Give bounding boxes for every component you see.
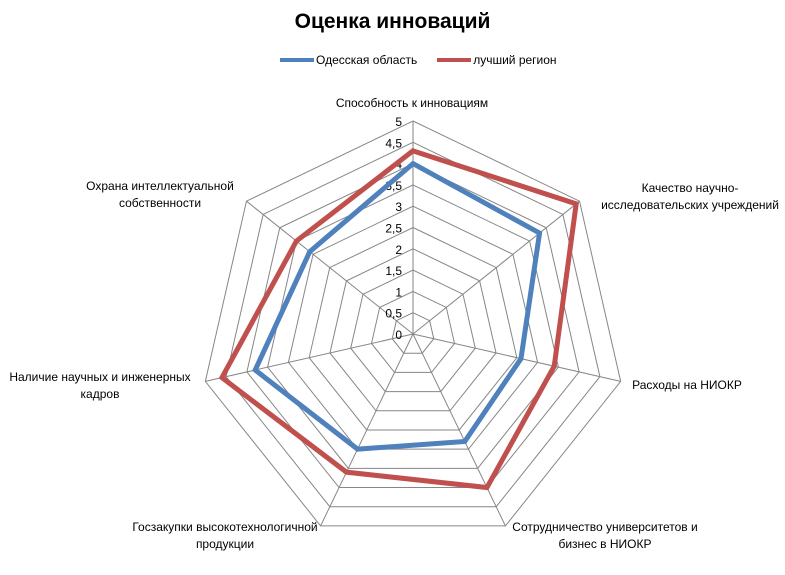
axis-label-3: Сотрудничество университетов и бизнес в Н… (512, 520, 698, 551)
axis-spoke (412, 200, 580, 335)
axis-spoke (412, 333, 506, 527)
tick-label: 4,5 (385, 136, 402, 150)
grid-ring (350, 269, 476, 393)
tick-label: 0 (395, 328, 402, 342)
tick-label: 3 (395, 200, 402, 214)
legend-swatch-best (437, 58, 472, 62)
legend: Одесская область лучший регион (280, 53, 577, 67)
axis-spoke (320, 333, 414, 527)
legend-label-odesa: Одесская область (316, 53, 418, 67)
grid-ring (308, 226, 518, 431)
axis-label-1: Качество научно-исследовательских учрежд… (601, 181, 779, 212)
axis-label-6: Охрана интеллектуальной собственности (86, 179, 234, 210)
tick-label: 1 (395, 285, 402, 299)
axis-spoke (412, 333, 621, 382)
grid-ring (391, 312, 435, 354)
legend-item-odesa: Одесская область (280, 53, 417, 67)
tick-label: 1,5 (385, 264, 402, 278)
legend-item-best: лучший регион (437, 53, 557, 67)
series-line-1 (218, 148, 579, 491)
chart-title: Оценка инноваций (294, 10, 491, 33)
legend-label-best: лучший регион (473, 53, 557, 67)
axis-label-5: Наличие научных и инженерных кадров (9, 370, 191, 401)
axis-spoke (205, 333, 414, 382)
legend-swatch-odesa (280, 58, 314, 62)
tick-label: 2 (395, 243, 402, 257)
tick-label: 0,5 (385, 307, 402, 321)
series-line-0 (252, 160, 543, 452)
axis-label-0: Способность к инновациям (335, 96, 489, 110)
grid-ring (246, 163, 580, 489)
grid-ring (329, 248, 497, 412)
tick-label: 5 (395, 115, 402, 129)
grid-ring (287, 205, 539, 450)
axis-spoke (246, 200, 414, 335)
axis-label-2: Расходы на НИОКР (632, 378, 742, 392)
grid-ring (370, 290, 456, 373)
tick-label: 2,5 (385, 222, 402, 236)
axis-label-4: Госзакупки высокотехнологичной продукции (132, 520, 318, 551)
grid-ring (204, 120, 622, 527)
